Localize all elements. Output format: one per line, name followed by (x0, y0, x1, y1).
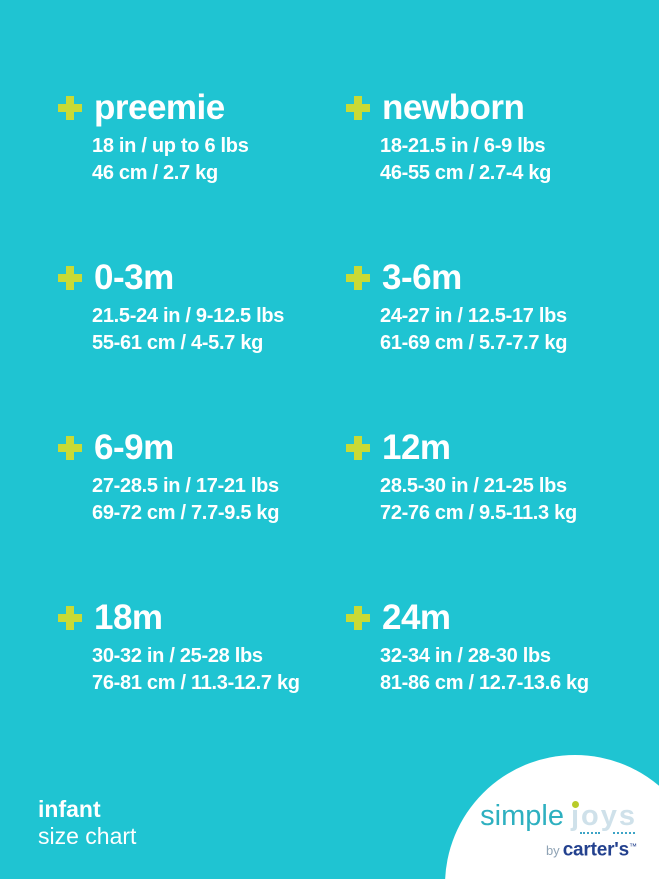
size-label: 6-9m (94, 428, 174, 467)
metric-measurements: 81-86 cm / 12.7-13.6 kg (380, 672, 589, 694)
size-label: 0-3m (94, 258, 174, 297)
plus-icon (346, 436, 370, 460)
brand-word-joys: joys (570, 800, 637, 832)
metric-measurements: 76-81 cm / 11.3-12.7 kg (92, 672, 300, 694)
size-cell-18m: 18m 30-32 in / 25-28 lbs 76-81 cm / 11.3… (58, 598, 346, 768)
plus-icon (58, 96, 82, 120)
size-heading-row: 12m (346, 428, 636, 468)
metric-measurements: 46-55 cm / 2.7-4 kg (380, 162, 552, 184)
size-cell-newborn: newborn 18-21.5 in / 6-9 lbs 46-55 cm / … (346, 88, 636, 258)
size-heading-row: preemie (58, 88, 346, 128)
size-cell-preemie: preemie 18 in / up to 6 lbs 46 cm / 2.7 … (58, 88, 346, 258)
plus-icon (346, 266, 370, 290)
brand-word-joys-wrap: joys (570, 800, 637, 834)
plus-icon (58, 606, 82, 630)
plus-icon (346, 606, 370, 630)
brand-logo-wordmark: simple joys (480, 800, 637, 834)
size-label: newborn (382, 88, 525, 127)
chart-footer: infant size chart (38, 796, 136, 850)
brand-word-simple: simple (480, 800, 564, 832)
size-cell-12m: 12m 28.5-30 in / 21-25 lbs 72-76 cm / 9.… (346, 428, 636, 598)
size-heading-row: newborn (346, 88, 636, 128)
metric-measurements: 46 cm / 2.7 kg (92, 162, 218, 184)
size-heading-row: 24m (346, 598, 636, 638)
chart-category: infant (38, 796, 101, 822)
size-cell-3-6m: 3-6m 24-27 in / 12.5-17 lbs 61-69 cm / 5… (346, 258, 636, 428)
metric-measurements: 72-76 cm / 9.5-11.3 kg (380, 502, 577, 524)
size-heading-row: 18m (58, 598, 346, 638)
imperial-measurements: 28.5-30 in / 21-25 lbs (380, 475, 567, 497)
size-label: 24m (382, 598, 451, 637)
brand-logo: simple joys by carter's™ (480, 801, 637, 860)
imperial-measurements: 18 in / up to 6 lbs (92, 135, 249, 157)
size-label: 12m (382, 428, 451, 467)
imperial-measurements: 24-27 in / 12.5-17 lbs (380, 305, 567, 327)
brand-byline: by carter's™ (480, 838, 637, 860)
trademark-symbol: ™ (629, 842, 637, 851)
size-label: preemie (94, 88, 225, 127)
dotted-underline-icon (579, 832, 600, 834)
size-heading-row: 3-6m (346, 258, 636, 298)
imperial-measurements: 27-28.5 in / 17-21 lbs (92, 475, 279, 497)
imperial-measurements: 18-21.5 in / 6-9 lbs (380, 135, 546, 157)
size-heading-row: 6-9m (58, 428, 346, 468)
brand-word-carters: carter's (562, 839, 630, 861)
size-grid: preemie 18 in / up to 6 lbs 46 cm / 2.7 … (58, 88, 636, 768)
imperial-measurements: 21.5-24 in / 9-12.5 lbs (92, 305, 285, 327)
imperial-measurements: 32-34 in / 28-30 lbs (380, 645, 551, 667)
j-dot-icon (571, 801, 579, 808)
size-label: 18m (94, 598, 163, 637)
plus-icon (58, 436, 82, 460)
brand-word-by: by (545, 843, 560, 859)
metric-measurements: 69-72 cm / 7.7-9.5 kg (92, 502, 280, 524)
imperial-measurements: 30-32 in / 25-28 lbs (92, 645, 263, 667)
plus-icon (58, 266, 82, 290)
size-cell-6-9m: 6-9m 27-28.5 in / 17-21 lbs 69-72 cm / 7… (58, 428, 346, 598)
size-cell-24m: 24m 32-34 in / 28-30 lbs 81-86 cm / 12.7… (346, 598, 636, 768)
size-heading-row: 0-3m (58, 258, 346, 298)
metric-measurements: 61-69 cm / 5.7-7.7 kg (380, 332, 568, 354)
dotted-underline-icon (613, 832, 635, 834)
chart-title: size chart (38, 823, 137, 849)
plus-icon (346, 96, 370, 120)
size-cell-0-3m: 0-3m 21.5-24 in / 9-12.5 lbs 55-61 cm / … (58, 258, 346, 428)
size-label: 3-6m (382, 258, 462, 297)
metric-measurements: 55-61 cm / 4-5.7 kg (92, 332, 264, 354)
